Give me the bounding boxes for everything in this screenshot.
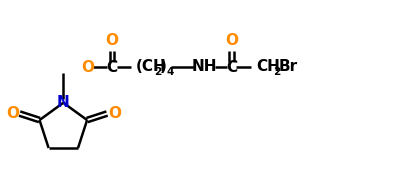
Text: ): ) — [160, 59, 167, 74]
Text: NH: NH — [192, 59, 217, 74]
Text: 2: 2 — [273, 67, 280, 77]
Text: Br: Br — [278, 59, 297, 74]
Text: N: N — [57, 95, 70, 110]
Text: O: O — [81, 60, 94, 75]
Text: C: C — [226, 60, 237, 75]
Text: 4: 4 — [166, 67, 174, 77]
Text: O: O — [225, 33, 238, 48]
Text: O: O — [105, 33, 118, 48]
Text: O: O — [6, 106, 19, 121]
Text: O: O — [108, 106, 121, 121]
Text: (CH: (CH — [136, 59, 167, 74]
Text: CH: CH — [256, 59, 279, 74]
Text: 2: 2 — [154, 67, 162, 77]
Text: C: C — [106, 60, 117, 75]
